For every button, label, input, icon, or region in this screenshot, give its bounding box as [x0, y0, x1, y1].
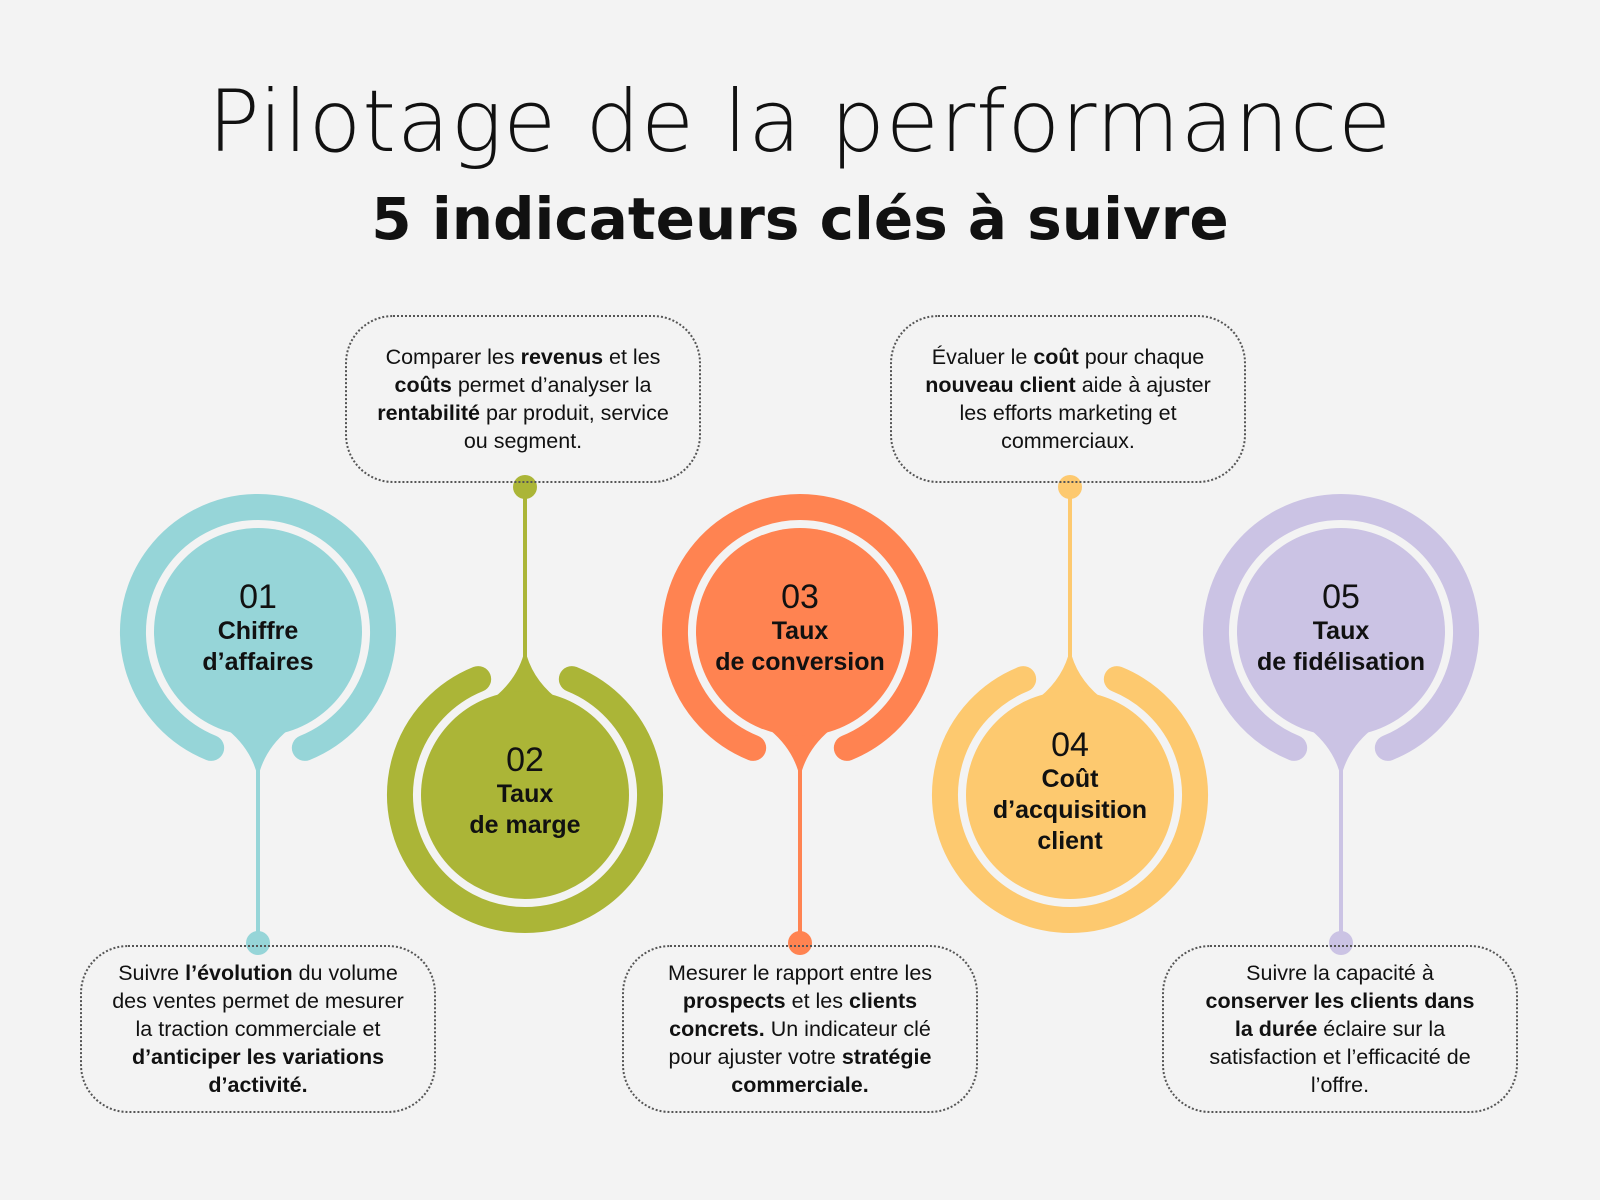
description-segment: du volume des ventes permet de mesurer l… — [112, 961, 404, 1041]
description-highlight: prospects — [682, 989, 786, 1013]
description-highlight: stratégie commerciale. — [731, 1045, 932, 1097]
description-text: Évaluer le coût pour chaque nouveau clie… — [922, 343, 1214, 455]
description-segment: aide à ajuster les efforts marketing et … — [959, 373, 1211, 453]
ring-arc-1 — [120, 494, 396, 761]
pointer-5 — [1311, 730, 1371, 778]
description-segment: et les — [785, 989, 849, 1013]
description-highlight: rentabilité — [377, 401, 480, 425]
connector-dot-3 — [788, 931, 812, 955]
pointer-1 — [228, 730, 288, 778]
page-title: Pilotage de la performance — [207, 72, 1393, 172]
description-highlight: nouveau client — [925, 373, 1076, 397]
indicator-disk-1 — [154, 528, 362, 736]
description-segment: Un indicateur clé pour ajuster votre — [668, 1017, 931, 1069]
indicator-label-2: 02 Taux de marge — [405, 741, 645, 841]
indicator-number: 01 — [239, 578, 277, 616]
ring-arc-3 — [662, 494, 938, 761]
indicator-disk-5 — [1237, 528, 1445, 736]
pointer-4 — [1040, 649, 1100, 697]
description-highlight: l’évolution — [185, 961, 293, 985]
description-highlight: d’anticiper les variations d’activité. — [131, 1045, 385, 1097]
description-box-4: Évaluer le coût pour chaque nouveau clie… — [890, 315, 1246, 483]
indicator-title-line: de fidélisation — [1256, 648, 1426, 676]
connector-dot-1 — [246, 931, 270, 955]
indicator-title-line: Taux — [771, 617, 829, 645]
description-box-1: Suivre l’évolution du volume des ventes … — [80, 945, 436, 1113]
description-segment: Mesurer le rapport entre les — [667, 961, 933, 985]
indicator-number: 05 — [1322, 578, 1360, 616]
indicator-title-line: d’affaires — [202, 648, 314, 676]
indicator-label-4: 04 Coût d’acquisition client — [950, 726, 1190, 857]
ring-arc-4 — [932, 666, 1208, 933]
indicator-label-5: 05 Taux de fidélisation — [1221, 578, 1461, 678]
ring-arc-2 — [387, 666, 663, 933]
description-text: Comparer les revenus et les coûts permet… — [377, 343, 669, 455]
description-text: Suivre la capacité à conserver les clien… — [1194, 959, 1486, 1099]
description-highlight: coûts — [394, 373, 452, 397]
description-box-3: Mesurer le rapport entre les prospects e… — [622, 945, 978, 1113]
description-segment: Suivre la capacité à — [1246, 961, 1434, 985]
description-highlight: revenus — [520, 345, 604, 369]
pointer-2 — [495, 649, 555, 697]
indicator-disk-2 — [421, 691, 629, 899]
indicator-disk-3 — [696, 528, 904, 736]
indicator-title-line: Coût — [1041, 764, 1099, 793]
description-segment: éclaire sur la satisfaction et l’efficac… — [1209, 1017, 1471, 1097]
description-segment: Évaluer le — [931, 345, 1034, 369]
indicator-number: 03 — [781, 578, 819, 616]
description-box-2: Comparer les revenus et les coûts permet… — [345, 315, 701, 483]
description-segment: Suivre — [118, 961, 186, 985]
description-segment: permet d’analyser la — [451, 373, 652, 397]
indicator-number: 04 — [1051, 725, 1089, 764]
indicator-label-1: 01 Chiffre d’affaires — [138, 578, 378, 678]
indicator-number: 02 — [506, 741, 544, 779]
description-highlight: coût — [1033, 345, 1079, 369]
description-box-5: Suivre la capacité à conserver les clien… — [1162, 945, 1518, 1113]
indicator-title-line: Taux — [1312, 617, 1370, 645]
indicator-title-line: de marge — [469, 811, 581, 839]
description-segment: et les — [603, 345, 661, 369]
description-text: Mesurer le rapport entre les prospects e… — [654, 959, 946, 1099]
page-subtitle: 5 indicateurs clés à suivre — [371, 185, 1229, 253]
description-highlight: conserver les clients dans la durée — [1205, 989, 1475, 1041]
description-segment: par produit, service ou segment. — [463, 401, 669, 453]
description-text: Suivre l’évolution du volume des ventes … — [112, 959, 404, 1099]
connector-dot-5 — [1329, 931, 1353, 955]
pointer-3 — [770, 730, 830, 778]
indicator-title-line: Taux — [496, 780, 554, 808]
indicator-disk-4 — [966, 691, 1174, 899]
indicator-label-3: 03 Taux de conversion — [680, 578, 920, 678]
indicator-title-line: d’acquisition — [992, 795, 1148, 824]
indicator-title-line: Chiffre — [217, 617, 299, 645]
ring-arc-5 — [1203, 494, 1479, 761]
description-segment: pour chaque — [1078, 345, 1205, 369]
indicator-title-line: de conversion — [715, 648, 885, 676]
description-highlight: clients concrets. — [669, 989, 918, 1041]
description-segment: Comparer les — [385, 345, 521, 369]
indicator-title-line: client — [1037, 826, 1103, 855]
